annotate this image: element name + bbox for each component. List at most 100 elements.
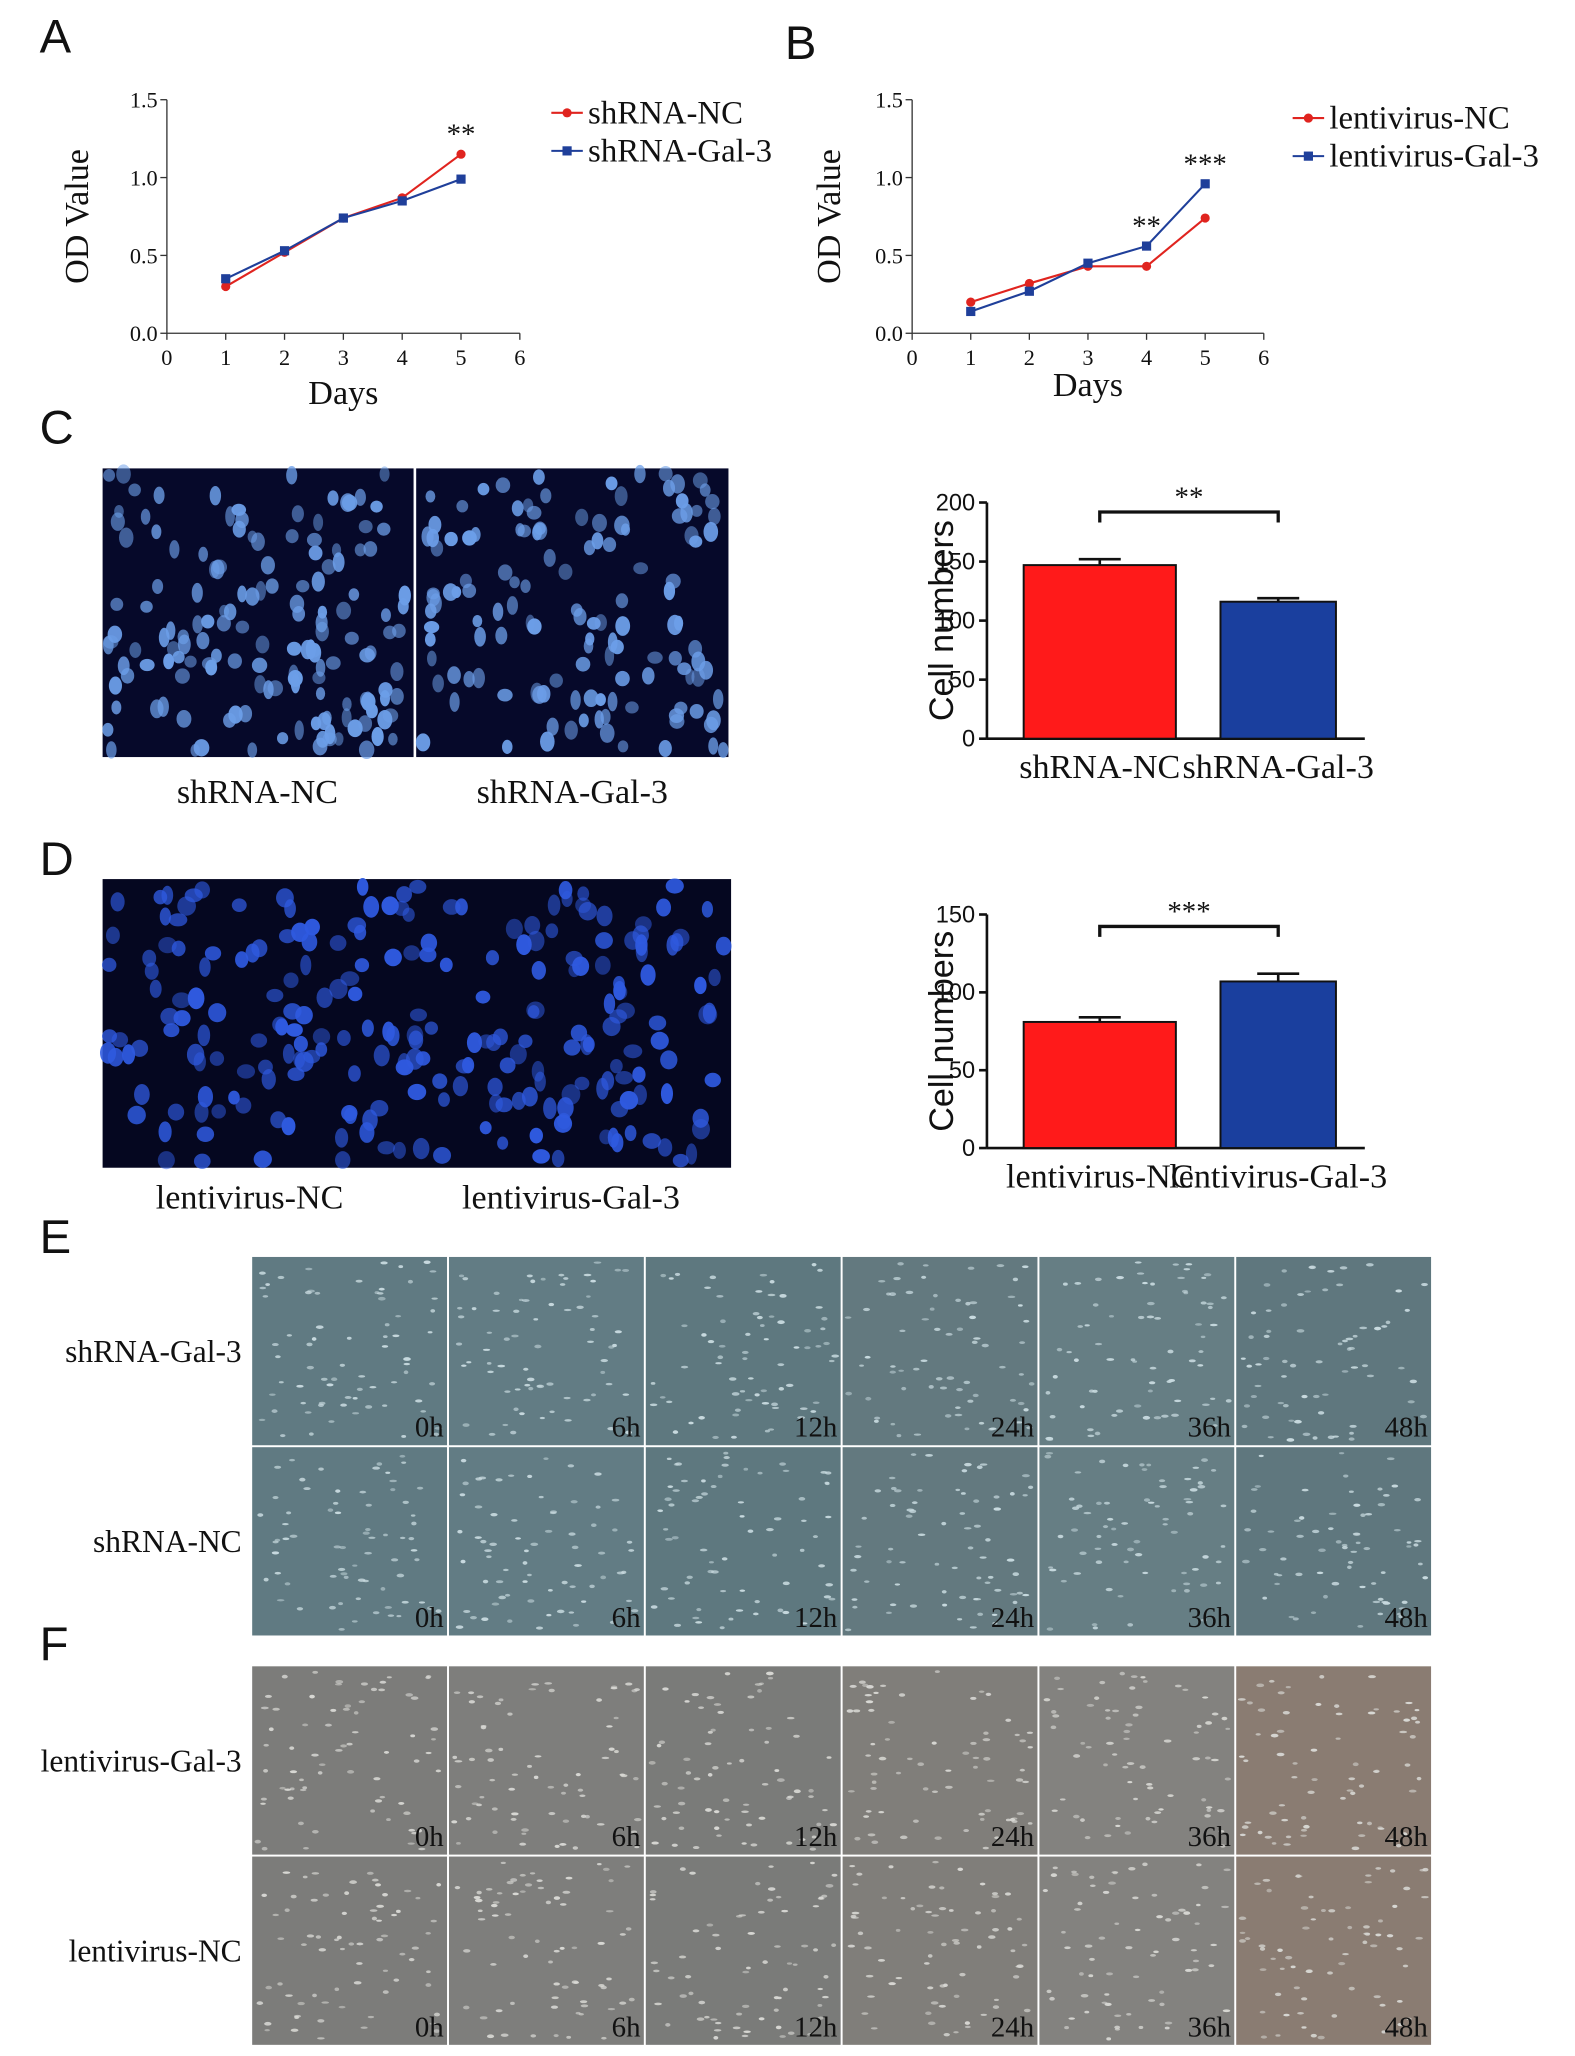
texture xyxy=(318,1403,324,1407)
texture xyxy=(587,1340,594,1343)
texture xyxy=(495,1097,513,1113)
texture xyxy=(976,1465,983,1470)
texture xyxy=(694,976,707,995)
texture xyxy=(889,1503,896,1508)
micrograph xyxy=(842,1447,1038,1636)
texture xyxy=(492,1309,500,1312)
texture xyxy=(535,1626,544,1630)
texture xyxy=(526,1377,535,1382)
texture xyxy=(507,1474,515,1477)
texture xyxy=(176,709,192,728)
texture xyxy=(411,1521,417,1526)
texture xyxy=(1419,1868,1426,1872)
texture xyxy=(1066,1350,1072,1354)
texture xyxy=(1391,1484,1399,1488)
texture xyxy=(721,1463,729,1467)
texture xyxy=(1177,1276,1185,1280)
texture xyxy=(561,1985,569,1989)
texture xyxy=(486,1034,502,1051)
texture xyxy=(409,879,427,894)
texture xyxy=(408,1030,424,1050)
texture xyxy=(1271,1842,1277,1845)
texture xyxy=(548,1960,553,1964)
texture xyxy=(991,1613,998,1616)
texture xyxy=(177,634,191,655)
texture xyxy=(583,1398,591,1402)
texture xyxy=(631,1609,639,1613)
texture xyxy=(352,1396,358,1400)
texture xyxy=(939,1984,946,1988)
texture xyxy=(268,1727,274,1732)
texture xyxy=(1364,1880,1373,1884)
texture xyxy=(591,513,607,532)
texture xyxy=(1105,1716,1111,1720)
texture xyxy=(548,1688,555,1693)
texture xyxy=(710,1728,716,1732)
annotation: *** xyxy=(1184,148,1227,180)
texture xyxy=(595,932,613,949)
texture xyxy=(231,898,247,912)
texture xyxy=(1205,1806,1213,1809)
texture xyxy=(1099,1459,1106,1464)
texture xyxy=(1148,1999,1156,2002)
texture xyxy=(1061,1930,1066,1934)
texture xyxy=(611,1498,620,1502)
texture xyxy=(299,1788,307,1792)
texture xyxy=(1396,1843,1402,1848)
texture xyxy=(264,2021,272,2026)
texture xyxy=(277,1937,285,1940)
texture xyxy=(144,962,159,980)
texture xyxy=(1111,1543,1118,1546)
texture xyxy=(554,1844,560,1848)
texture xyxy=(477,1909,483,1913)
texture xyxy=(792,1963,798,1966)
texture xyxy=(1270,1957,1276,1960)
texture xyxy=(1312,1436,1318,1440)
texture xyxy=(574,1076,590,1091)
texture xyxy=(1402,1964,1409,1968)
texture xyxy=(889,1292,897,1297)
micrograph xyxy=(645,1447,841,1636)
texture xyxy=(534,1755,542,1758)
texture xyxy=(297,1821,304,1826)
texture xyxy=(954,1413,963,1417)
texture xyxy=(455,1625,464,1629)
texture xyxy=(870,1772,878,1776)
texture xyxy=(1246,1701,1253,1705)
texture xyxy=(615,616,631,636)
texture xyxy=(625,701,639,714)
texture xyxy=(335,1679,344,1684)
texture xyxy=(609,1620,616,1624)
texture xyxy=(1285,1835,1292,1839)
texture xyxy=(801,1519,807,1522)
texture xyxy=(1295,1874,1301,1878)
texture xyxy=(964,2025,971,2029)
texture xyxy=(743,2030,751,2033)
texture xyxy=(1393,1528,1401,1532)
texture xyxy=(1349,1431,1354,1435)
texture xyxy=(631,1689,638,1693)
texture xyxy=(878,1280,886,1283)
texture xyxy=(1080,1818,1085,1822)
micrograph xyxy=(1236,1256,1432,1446)
texture xyxy=(927,1954,933,1958)
texture xyxy=(1300,1834,1307,1837)
texture xyxy=(462,1423,470,1427)
texture xyxy=(705,494,720,510)
texture xyxy=(668,650,682,666)
texture xyxy=(1276,1729,1285,1733)
texture xyxy=(370,1809,375,1813)
texture xyxy=(269,1393,276,1396)
texture xyxy=(808,1788,814,1793)
texture xyxy=(688,1991,694,1996)
texture xyxy=(959,1972,966,1977)
texture xyxy=(383,625,397,640)
texture xyxy=(1162,1517,1169,1521)
texture xyxy=(649,1403,658,1407)
texture xyxy=(591,1523,597,1528)
texture xyxy=(1277,1948,1283,1952)
texture xyxy=(342,1707,350,1711)
texture xyxy=(619,1773,626,1776)
texture xyxy=(1278,1804,1286,1807)
texture xyxy=(1104,1834,1112,1838)
